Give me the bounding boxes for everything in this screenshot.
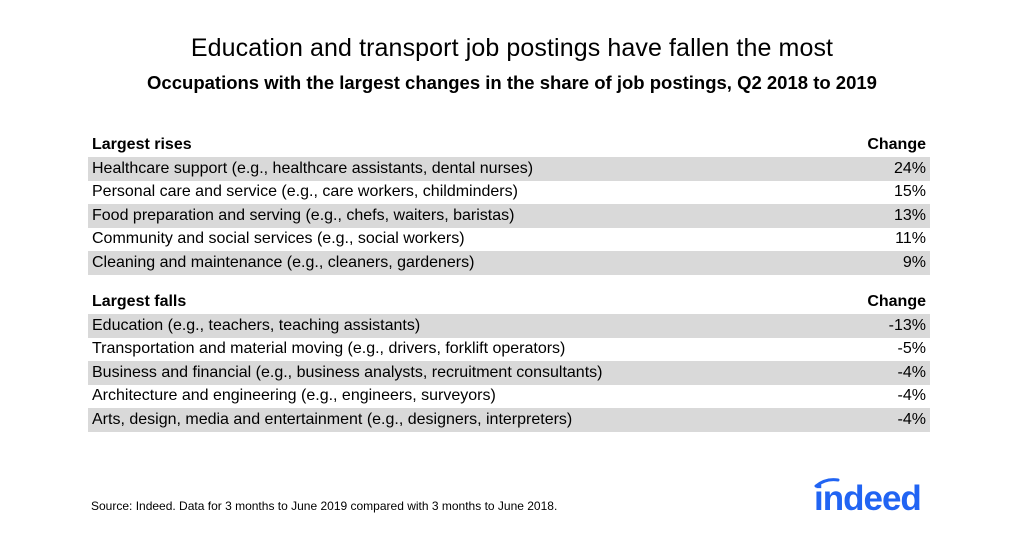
row-change-value: 15% xyxy=(893,183,926,201)
row-label: Business and financial (e.g., business a… xyxy=(92,363,603,381)
rises-table: Largest rises Change Healthcare support … xyxy=(88,133,930,275)
row-change-value: 24% xyxy=(893,159,926,177)
indeed-logo: indeed xyxy=(814,478,922,518)
falls-header-label: Largest falls xyxy=(92,293,187,310)
row-label: Arts, design, media and entertainment (e… xyxy=(92,410,573,428)
row-change-value: -4% xyxy=(897,363,926,381)
row-label: Education (e.g., teachers, teaching assi… xyxy=(92,316,421,334)
row-label: Healthcare support (e.g., healthcare ass… xyxy=(92,159,534,177)
chart-subtitle: Occupations with the largest changes in … xyxy=(147,72,877,93)
rises-table-row: Healthcare support (e.g., healthcare ass… xyxy=(88,157,930,181)
row-change-value: -4% xyxy=(897,410,926,428)
rises-header-label: Largest rises xyxy=(92,136,192,153)
row-label: Architecture and engineering (e.g., engi… xyxy=(92,387,496,405)
row-label: Community and social services (e.g., soc… xyxy=(92,230,465,248)
falls-header-change: Change xyxy=(867,293,926,310)
row-label: Food preparation and serving (e.g., chef… xyxy=(92,206,515,224)
indeed-logo-swoosh xyxy=(814,478,840,488)
row-label: Personal care and service (e.g., care wo… xyxy=(92,183,518,201)
falls-table-row: Arts, design, media and entertainment (e… xyxy=(88,408,930,432)
indeed-logo-text: indeed xyxy=(814,479,921,518)
row-change-value: -4% xyxy=(897,387,926,405)
chart-title: Education and transport job postings hav… xyxy=(190,34,834,62)
source-note: Source: Indeed. Data for 3 months to Jun… xyxy=(91,499,558,513)
row-change-value: -13% xyxy=(888,316,926,334)
falls-table-body: Education (e.g., teachers, teaching assi… xyxy=(88,314,930,432)
row-change-value: -5% xyxy=(897,340,926,358)
falls-table: Largest falls Change Education (e.g., te… xyxy=(88,290,930,432)
row-change-value: 11% xyxy=(895,230,926,248)
falls-table-header: Largest falls Change xyxy=(88,290,930,314)
row-change-value: 13% xyxy=(893,206,926,224)
rises-table-body: Healthcare support (e.g., healthcare ass… xyxy=(88,157,930,275)
rises-table-row: Cleaning and maintenance (e.g., cleaners… xyxy=(88,251,930,275)
row-label: Cleaning and maintenance (e.g., cleaners… xyxy=(92,253,475,271)
row-label: Transportation and material moving (e.g.… xyxy=(92,340,566,358)
falls-table-row: Architecture and engineering (e.g., engi… xyxy=(88,385,930,409)
falls-table-row: Education (e.g., teachers, teaching assi… xyxy=(88,314,930,338)
falls-table-row: Transportation and material moving (e.g.… xyxy=(88,338,930,362)
rises-table-row: Personal care and service (e.g., care wo… xyxy=(88,181,930,205)
rises-table-row: Community and social services (e.g., soc… xyxy=(88,228,930,252)
row-change-value: 9% xyxy=(902,253,926,271)
rises-header-change: Change xyxy=(867,136,926,153)
rises-table-header: Largest rises Change xyxy=(88,133,930,157)
falls-table-row: Business and financial (e.g., business a… xyxy=(88,361,930,385)
rises-table-row: Food preparation and serving (e.g., chef… xyxy=(88,204,930,228)
